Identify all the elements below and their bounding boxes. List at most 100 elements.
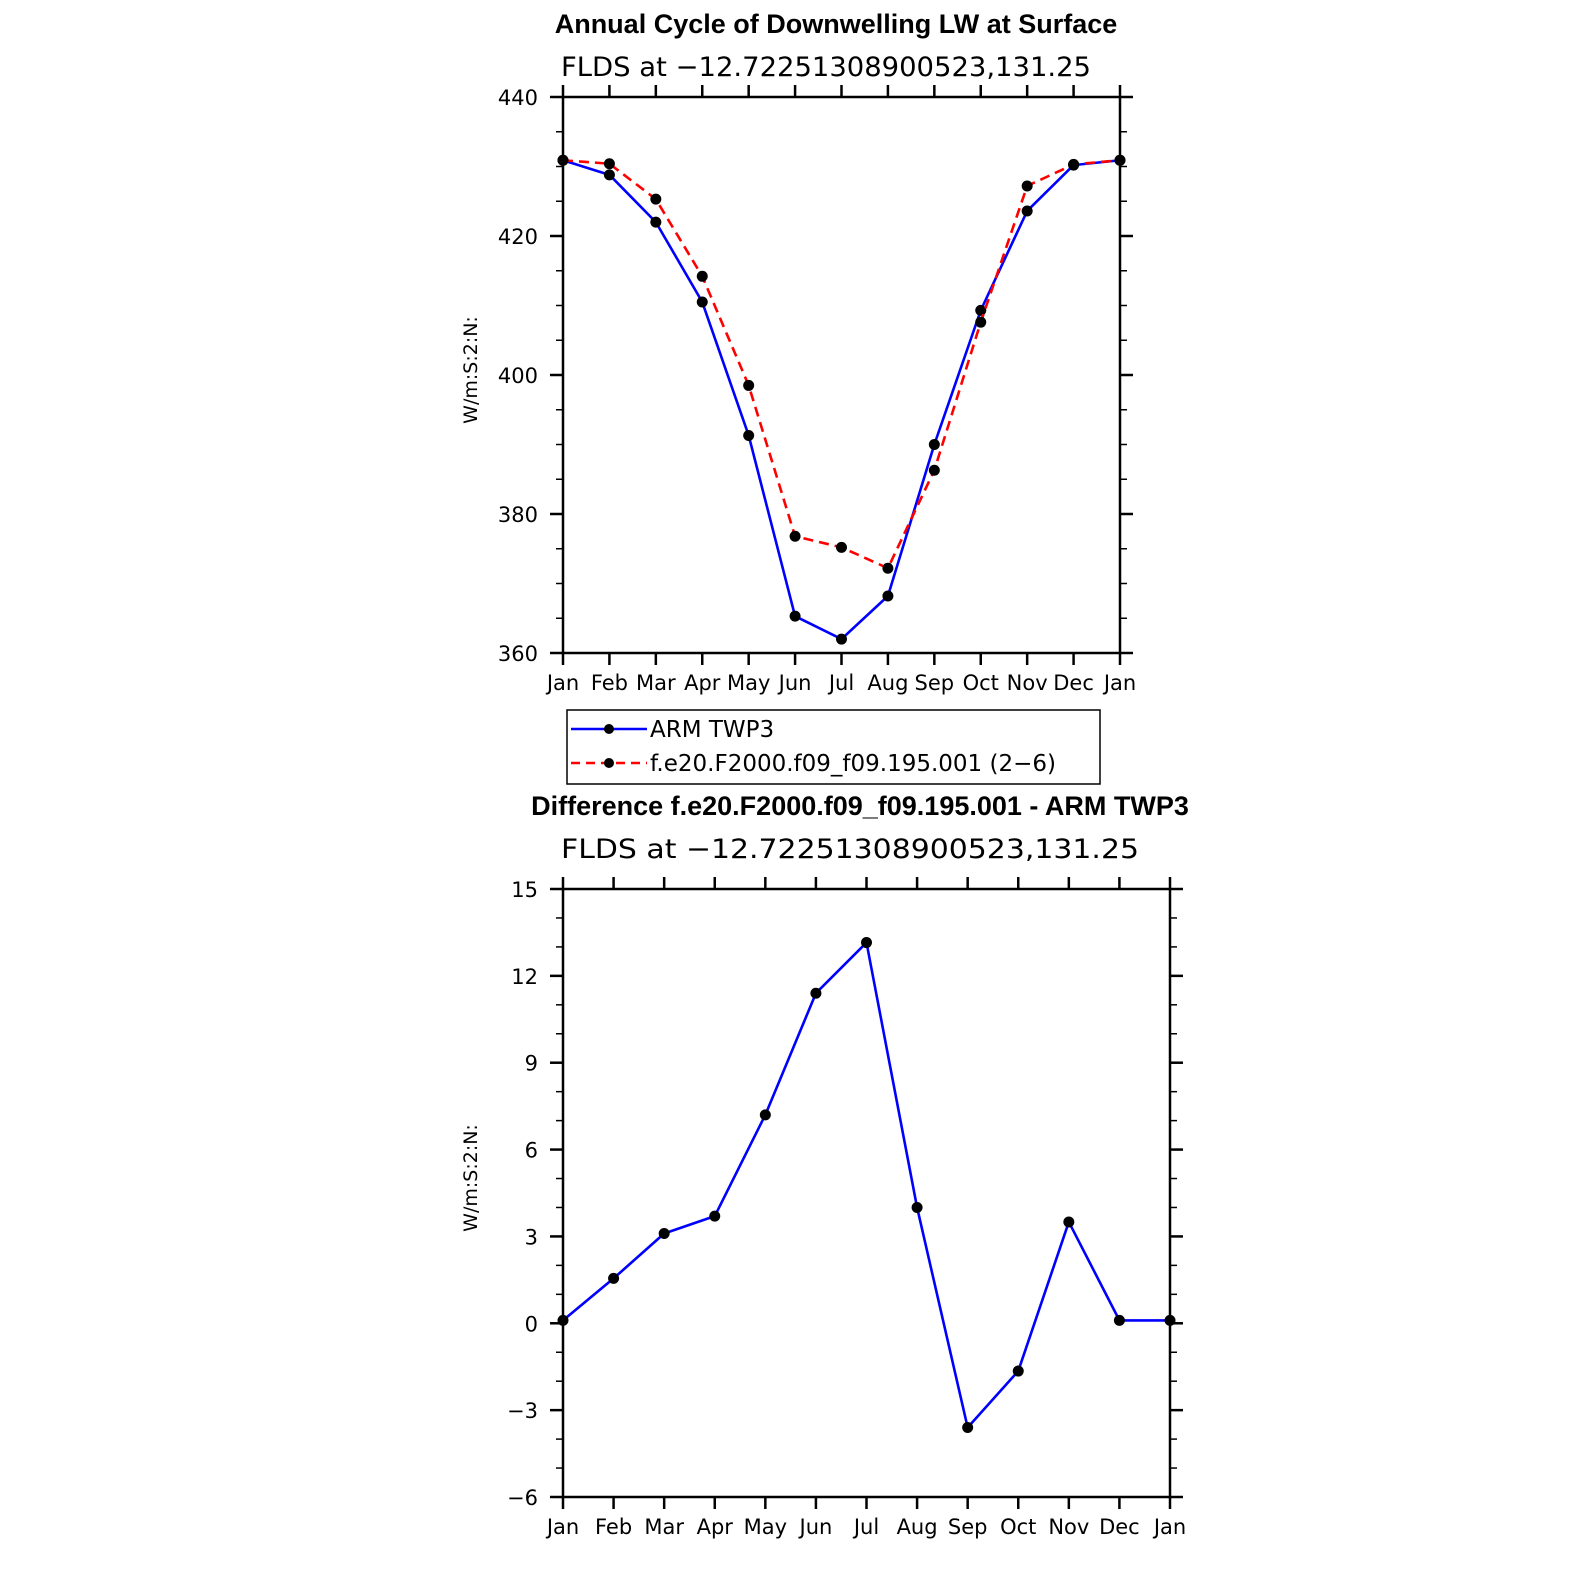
- x-tick-label: May: [727, 671, 770, 695]
- chart-title: Difference f.e20.F2000.f09_f09.195.001 -…: [531, 791, 1189, 821]
- y-tick-label: 12: [511, 965, 538, 989]
- data-point: [608, 1272, 620, 1284]
- x-tick-label: Mar: [636, 671, 676, 695]
- x-tick-label: Oct: [1000, 1515, 1036, 1539]
- series-line-0: [562, 941, 1170, 1429]
- y-tick-label: 0: [525, 1312, 538, 1336]
- series-layer: [557, 937, 1176, 1434]
- axis-ticks: [550, 85, 1133, 665]
- data-point: [1012, 1365, 1024, 1377]
- data-point: [975, 316, 987, 328]
- y-tick-label: −3: [507, 1399, 538, 1423]
- plot-frame: [561, 887, 1172, 1499]
- x-tick-labels: Jan Feb Mar Apr May Jun Jul Aug Sep Oct Nov Dec Jan: [545, 671, 1136, 695]
- y-tick-label: 15: [511, 878, 538, 902]
- x-tick-label: Jun: [798, 1515, 833, 1539]
- legend: ARM TWP3 f.e20.F2000.f09_f09.195.001 (2−…: [566, 709, 1101, 785]
- data-point: [928, 464, 940, 476]
- x-tick-label: Feb: [591, 671, 628, 695]
- y-tick-label: 400: [498, 364, 538, 388]
- x-tick-labels: Jan Feb Mar Apr May Jun Jul Aug Sep Oct Nov Dec Jan: [545, 1515, 1186, 1539]
- y-tick-label: 9: [525, 1052, 538, 1076]
- x-tick-label: Nov: [1048, 1515, 1089, 1539]
- y-tick-label: −6: [507, 1486, 538, 1510]
- legend-entry-model: f.e20.F2000.f09_f09.195.001 (2−6): [650, 751, 1056, 777]
- data-point: [603, 158, 615, 170]
- data-point: [759, 1109, 771, 1121]
- data-point: [658, 1228, 670, 1240]
- chart-title: Annual Cycle of Downwelling LW at Surfac…: [555, 9, 1118, 39]
- x-tick-label: Sep: [915, 671, 955, 695]
- x-tick-label: Nov: [1007, 671, 1048, 695]
- axis-ticks: [550, 877, 1183, 1509]
- x-tick-label: Jan: [545, 1515, 579, 1539]
- annual-cycle-chart: Annual Cycle of Downwelling LW at Surfac…: [460, 9, 1136, 785]
- x-tick-label: Jan: [1102, 671, 1136, 695]
- data-point: [975, 304, 987, 316]
- x-tick-label: Dec: [1099, 1515, 1140, 1539]
- x-tick-label: Jan: [545, 671, 579, 695]
- x-tick-label: Dec: [1053, 671, 1094, 695]
- series-line-0: [562, 158, 1121, 641]
- y-axis-label: W/m:S:2:N:: [460, 316, 482, 424]
- data-point: [743, 429, 755, 441]
- data-point: [1114, 154, 1126, 166]
- legend-entry-arm: ARM TWP3: [650, 717, 774, 743]
- x-tick-label: Jul: [852, 1515, 879, 1539]
- data-point: [1063, 1216, 1075, 1228]
- data-point: [1021, 205, 1033, 217]
- data-point: [603, 169, 615, 181]
- data-point: [1164, 1314, 1176, 1326]
- x-tick-label: Jan: [1152, 1515, 1186, 1539]
- data-point: [650, 216, 662, 228]
- data-point: [789, 610, 801, 622]
- data-point: [743, 379, 755, 391]
- data-point: [861, 937, 872, 949]
- y-tick-label: 3: [525, 1225, 538, 1249]
- series-line-1: [562, 158, 1121, 570]
- data-point: [789, 530, 801, 542]
- data-point: [557, 1314, 569, 1326]
- legend-marker-arm: [604, 724, 614, 734]
- y-tick-label: 440: [498, 86, 538, 110]
- data-point: [836, 541, 847, 553]
- y-tick-label: 360: [498, 642, 538, 666]
- x-tick-label: Apr: [684, 671, 721, 695]
- y-tick-labels: −6 −3 0 3 6 9 12 15: [507, 878, 538, 1510]
- data-point: [810, 987, 822, 999]
- plot-frame: [561, 95, 1122, 655]
- series-layer: [557, 154, 1126, 645]
- chart-subtitle: FLDS at −12.72251308900523,131.25: [561, 52, 1091, 83]
- data-point: [1113, 1314, 1125, 1326]
- x-tick-label: Jun: [777, 671, 812, 695]
- x-tick-label: Mar: [644, 1515, 684, 1539]
- data-point: [911, 1201, 923, 1213]
- data-point: [650, 193, 662, 205]
- x-tick-label: Aug: [897, 1515, 938, 1539]
- data-point: [709, 1210, 721, 1222]
- data-point: [882, 590, 894, 602]
- x-tick-label: Jul: [827, 671, 854, 695]
- y-tick-label: 6: [525, 1139, 538, 1163]
- x-tick-label: Apr: [697, 1515, 734, 1539]
- data-point: [696, 270, 708, 282]
- legend-box: [566, 709, 1101, 785]
- x-tick-label: Aug: [867, 671, 908, 695]
- data-point: [836, 633, 847, 645]
- data-point: [962, 1422, 974, 1434]
- y-tick-label: 420: [498, 225, 538, 249]
- x-tick-label: Feb: [595, 1515, 632, 1539]
- difference-chart: Difference f.e20.F2000.f09_f09.195.001 -…: [460, 791, 1189, 1539]
- legend-marker-model: [604, 758, 614, 768]
- data-point: [557, 154, 569, 166]
- data-point: [1068, 158, 1080, 170]
- y-tick-label: 380: [498, 503, 538, 527]
- data-point: [882, 562, 894, 574]
- x-tick-label: May: [744, 1515, 787, 1539]
- x-tick-label: Sep: [948, 1515, 988, 1539]
- y-axis-label: W/m:S:2:N:: [460, 1124, 482, 1232]
- x-tick-label: Oct: [963, 671, 999, 695]
- data-point: [1021, 180, 1033, 192]
- data-point: [696, 296, 708, 308]
